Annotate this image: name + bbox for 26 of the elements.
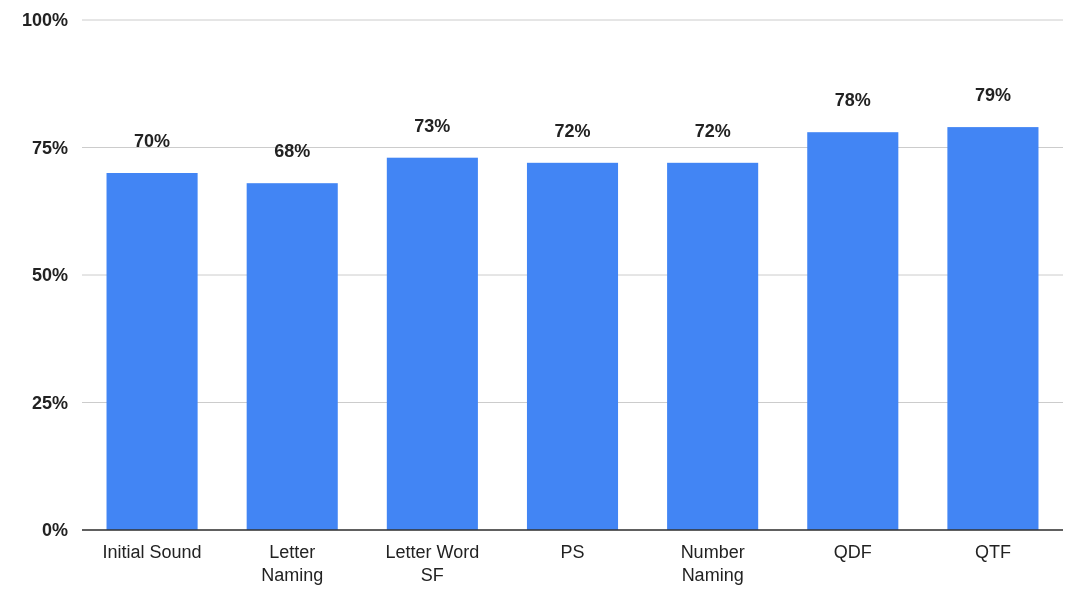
data-label: 73% [414, 115, 451, 136]
y-tick-label: 100% [21, 10, 68, 31]
bar [386, 157, 478, 530]
y-tick-label: 25% [31, 392, 68, 413]
data-label: 72% [694, 120, 731, 141]
bar [526, 162, 619, 530]
bar [246, 183, 338, 530]
data-label: 72% [554, 120, 591, 141]
x-tick-label: QTF [974, 542, 1011, 562]
x-tick-label: Initial Sound [102, 542, 202, 562]
data-label: 79% [974, 85, 1011, 106]
x-tick-label: Letter Naming [261, 542, 324, 585]
bar [106, 173, 198, 530]
data-label: 68% [274, 141, 311, 162]
x-tick-label: Letter Word SF [385, 542, 480, 585]
x-tick-label: QDF [833, 542, 872, 562]
data-label: 70% [134, 131, 171, 151]
bar [947, 127, 1039, 530]
bar [807, 132, 899, 530]
y-tick-label: 50% [31, 265, 68, 286]
y-tick-label: 0% [41, 520, 68, 541]
x-tick-label: Number Naming [680, 542, 745, 585]
data-label: 78% [834, 90, 871, 111]
bar [667, 162, 759, 530]
y-tick-label: 75% [31, 137, 68, 158]
x-tick-label: PS [560, 542, 585, 562]
